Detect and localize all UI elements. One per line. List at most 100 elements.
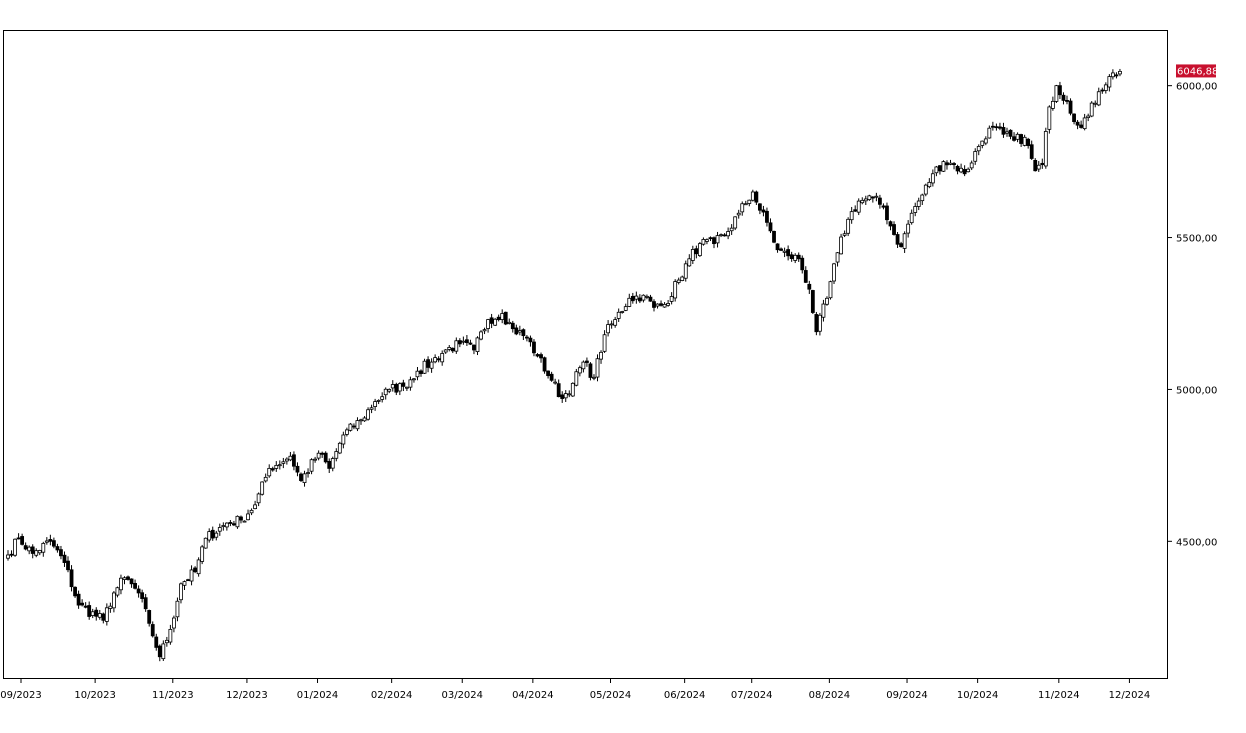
candle-body [299,473,303,481]
candle-body [457,340,462,345]
candle [637,294,642,304]
candle-body [666,303,671,306]
candle [945,160,949,170]
candle-body [80,602,85,606]
candle-body [493,318,498,326]
candle [722,233,727,237]
candle-body [503,311,508,325]
candle [369,404,374,414]
candle [115,586,120,598]
candle-body [532,341,536,354]
candle [539,352,543,363]
candle [828,280,833,300]
x-tick-label: 07/2024 [731,690,773,701]
candle-body [362,417,367,422]
candle [775,243,780,253]
candle-body [980,140,985,146]
candle [193,566,197,574]
candle [1019,133,1024,147]
candle-body [630,295,635,302]
candle [108,602,113,613]
candle [807,280,812,294]
candle-body [775,243,780,251]
candle [37,549,42,556]
candle [76,590,81,609]
candle [90,608,95,619]
candle-body [108,605,113,609]
candle-body [1005,131,1009,134]
candle [962,165,967,177]
candle [902,231,907,253]
candle-body [48,539,53,542]
candle [136,585,141,598]
candle-body [44,540,49,543]
candle-body [729,227,734,232]
candle [810,289,815,315]
candle-body [542,357,547,372]
candle-body [249,509,254,514]
candle [472,344,476,355]
candle-body [846,218,851,234]
candle-body [916,200,921,207]
candle [616,308,621,322]
candle-body [20,536,25,545]
candle-body [874,195,879,198]
candle-body [196,559,201,575]
candle-body [436,358,441,361]
candle-body [260,481,265,495]
candle [284,457,289,465]
candle [1086,113,1091,122]
candle-body [101,613,106,621]
candle [16,533,21,540]
candle-body [539,354,543,359]
candle [1082,113,1087,131]
candle [352,423,356,430]
candle-body [133,582,137,589]
candle-body [189,569,194,582]
candle [182,580,187,590]
candle-body [147,610,152,624]
candle [870,196,875,203]
candle [948,159,953,166]
candle [224,522,229,531]
candle-body [383,388,388,396]
candle-body [553,381,558,384]
candle [217,523,222,536]
candle [634,291,639,304]
candle [779,247,783,252]
candle-body [825,297,829,305]
candle [687,254,692,267]
candle-body [733,216,738,229]
candle-body [1061,94,1066,101]
candle-body [232,523,236,526]
candle-body [839,236,843,255]
candle [535,353,540,358]
candle [909,209,914,225]
candle-body [83,605,88,608]
candle-body [895,234,900,245]
candle-body [863,198,868,202]
candle [228,520,233,527]
candle-body [528,337,533,343]
candle-body [853,209,858,212]
candle [860,197,865,205]
candle [708,236,713,242]
candle-body [207,531,212,541]
candle [274,461,279,472]
candle [150,621,155,638]
candle [295,462,300,477]
candle [404,386,409,391]
candle-body [214,532,219,538]
candle-body [295,465,300,473]
candle [422,358,427,374]
candle [242,520,247,523]
candle-body [705,239,709,242]
candle [1026,137,1031,149]
candle-body [66,560,70,571]
x-tick-label: 06/2024 [664,690,706,701]
candle-body [609,323,614,326]
candle [1114,72,1119,79]
candle [429,358,434,373]
candle-body [585,360,589,363]
y-tick-label: 5000,00 [1176,385,1217,396]
